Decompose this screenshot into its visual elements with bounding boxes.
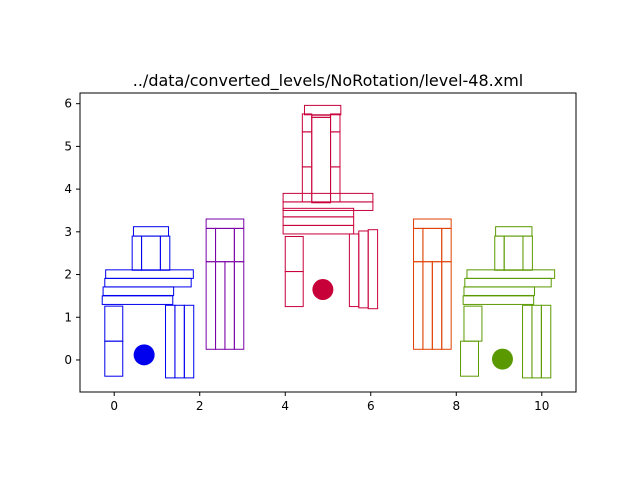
x-tick-label: 6 xyxy=(367,399,375,413)
block-2-4 xyxy=(367,229,379,310)
y-tick-label: 2 xyxy=(64,268,72,282)
block-0-12 xyxy=(132,226,170,237)
chart-title: ../data/converted_levels/NoRotation/leve… xyxy=(133,71,523,91)
block-2-18 xyxy=(303,104,342,116)
block-1-7 xyxy=(205,218,245,229)
block-4-12 xyxy=(495,226,533,237)
y-tick-label: 0 xyxy=(64,353,72,367)
y-tick-label: 3 xyxy=(64,225,72,239)
ball-4 xyxy=(491,348,513,370)
y-tick-label: 4 xyxy=(64,182,72,196)
block-4-8 xyxy=(540,304,552,379)
y-tick-label: 6 xyxy=(64,97,72,111)
y-tick-label: 5 xyxy=(64,139,72,153)
block-2-9 xyxy=(282,192,374,203)
x-tick-label: 0 xyxy=(110,399,118,413)
x-tick-label: 4 xyxy=(281,399,289,413)
block-0-8 xyxy=(183,304,195,379)
block-2-15 xyxy=(301,113,313,133)
axes-frame xyxy=(79,92,577,393)
plot-area xyxy=(101,104,556,379)
block-2-1 xyxy=(284,236,304,273)
block-2-16 xyxy=(330,113,341,133)
block-0-1 xyxy=(104,305,124,342)
x-tick-label: 2 xyxy=(196,399,204,413)
ball-2 xyxy=(312,278,334,300)
block-3-7 xyxy=(413,218,452,229)
block-4-1 xyxy=(463,305,483,342)
block-2-7 xyxy=(282,207,355,218)
ball-0 xyxy=(133,344,155,366)
x-tick-label: 10 xyxy=(534,399,549,413)
axis-ticks: 0 2 4 6 8 10 0 1 2 3 4 5 6 xyxy=(64,97,549,413)
x-tick-label: 8 xyxy=(452,399,460,413)
y-tick-label: 1 xyxy=(64,310,72,324)
